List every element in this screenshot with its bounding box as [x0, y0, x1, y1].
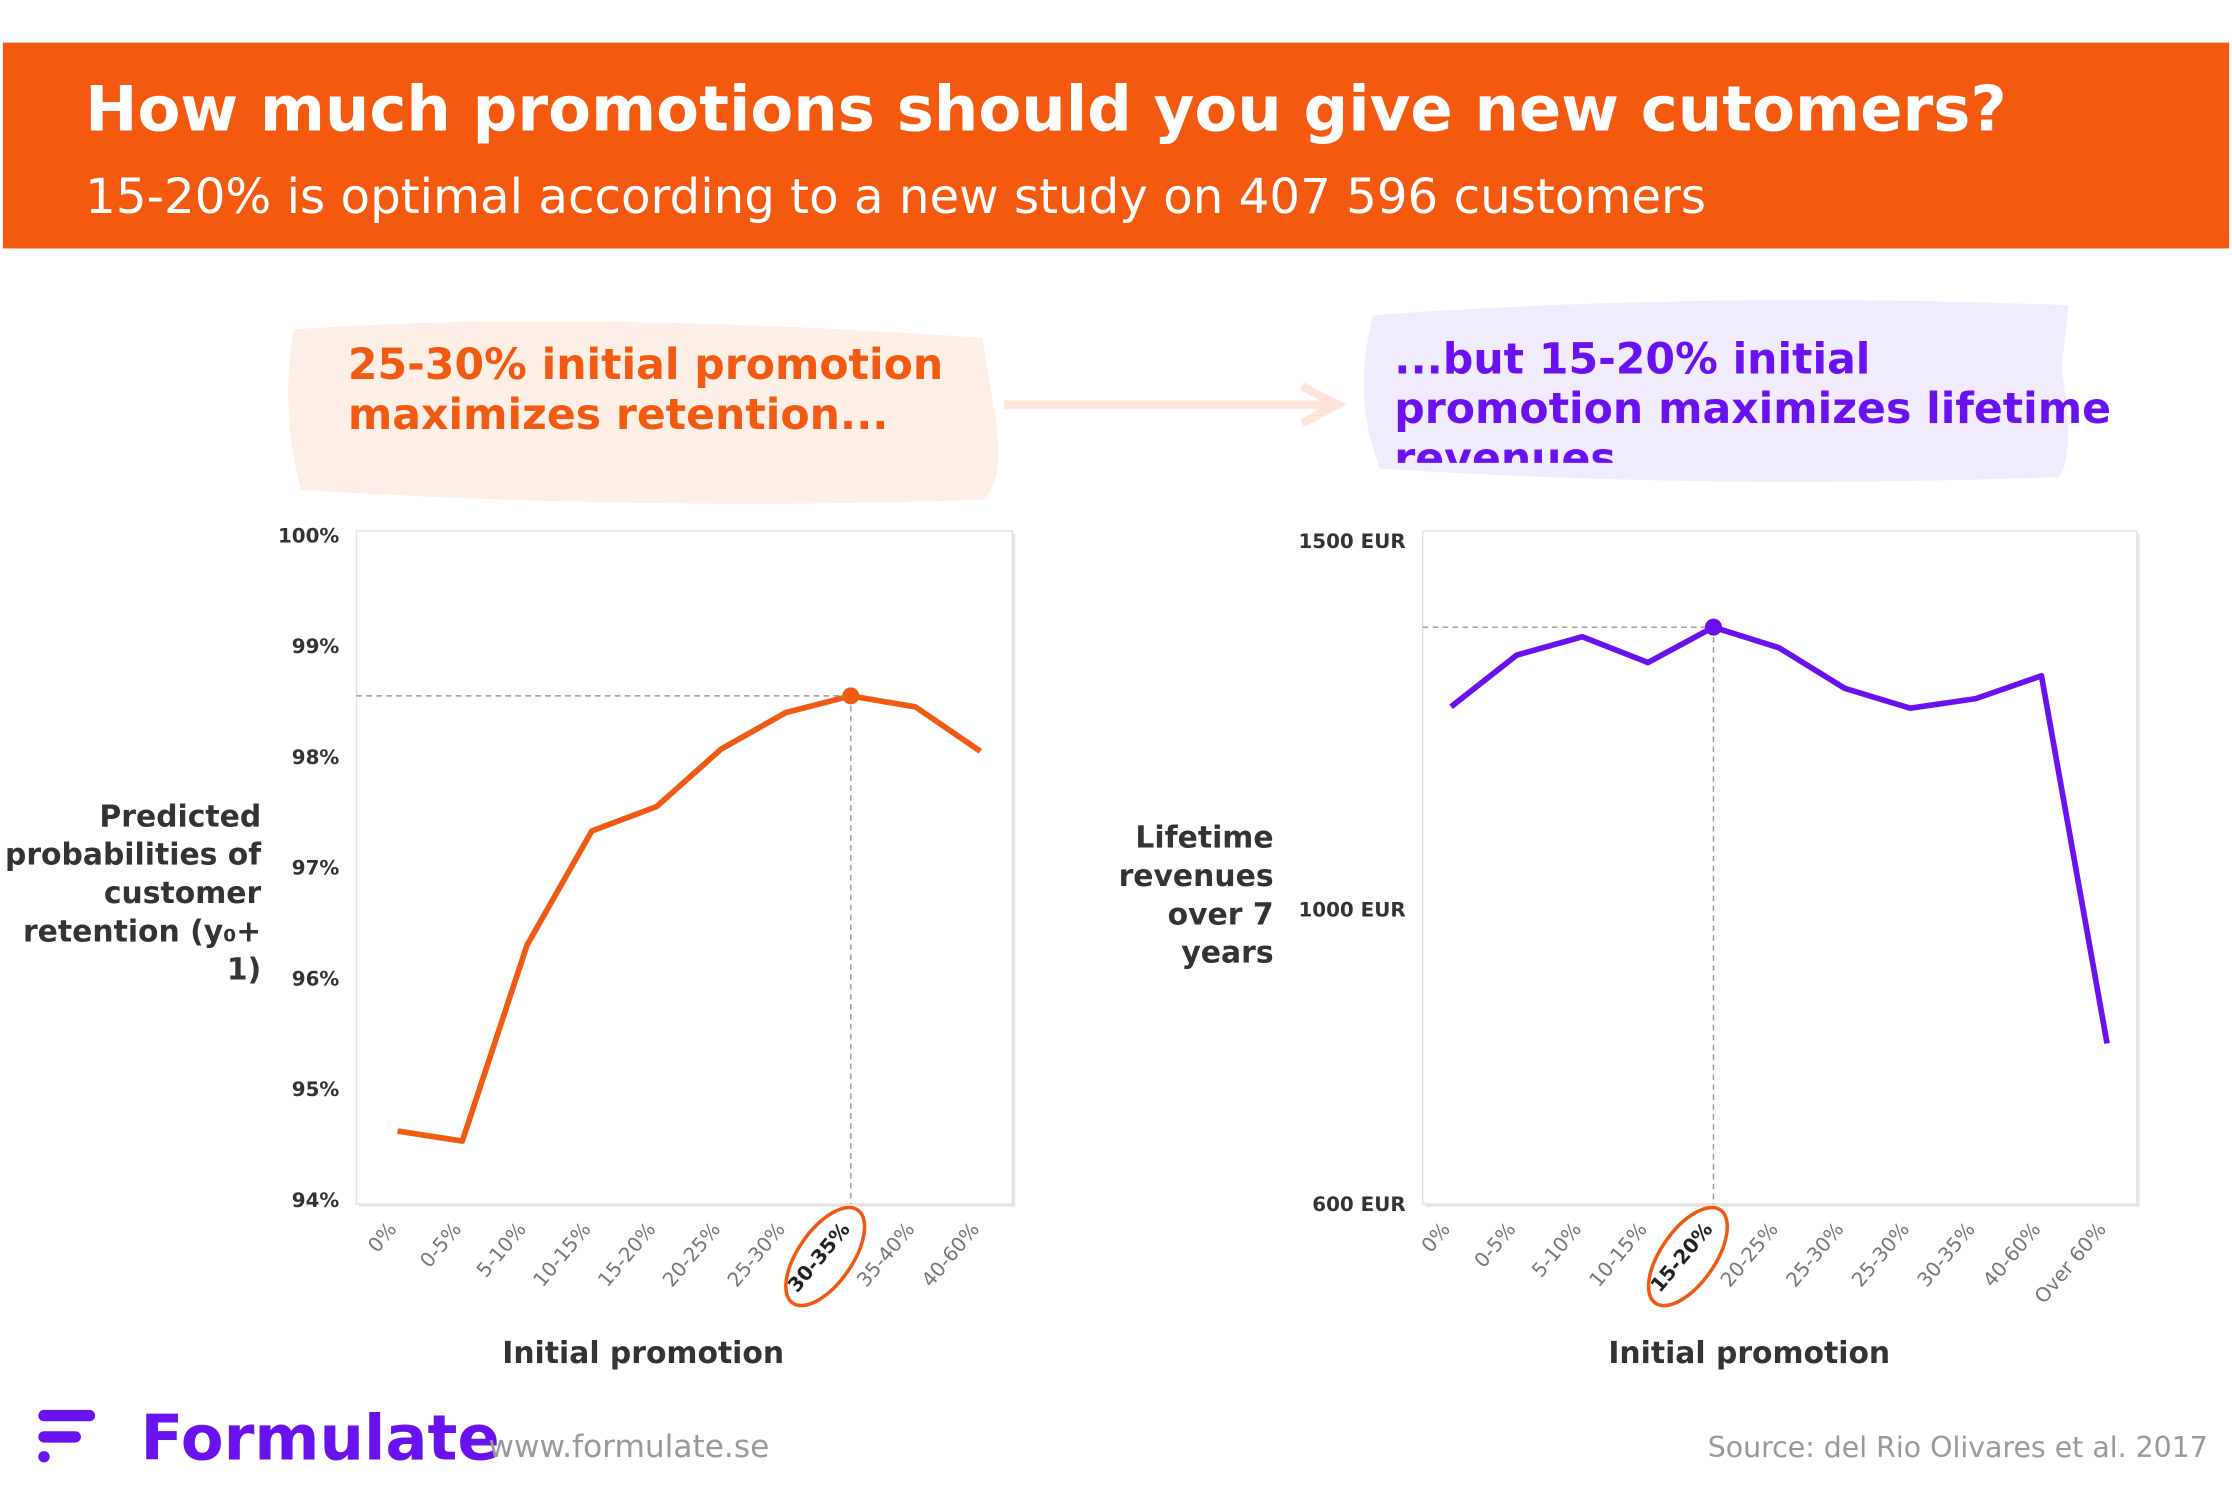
y-tick-label: 97% — [292, 857, 340, 880]
callout-brush — [1363, 300, 2069, 482]
plot-area — [355, 530, 1014, 1205]
callout-text: ...but 15-20% initial promotion maximize… — [1394, 335, 2112, 463]
source: Source: del Rio Olivares et al. 2017 — [1708, 1431, 2208, 1464]
callout-brush — [288, 321, 999, 504]
plot-area — [1421, 530, 2138, 1205]
y-tick-label: 600 EUR — [1312, 1193, 1405, 1216]
y-axis-title-box: Lifetime revenues over 7 years — [1118, 820, 1274, 970]
y-tick-label: 1500 EUR — [1298, 530, 1405, 553]
y-tick-label: 1000 EUR — [1298, 898, 1405, 921]
x-axis-title: Initial promotion — [1608, 1336, 1890, 1371]
y-tick-label: 99% — [292, 635, 340, 658]
logo-bar — [38, 1409, 96, 1422]
point — [1704, 618, 1722, 636]
logo-bar — [38, 1431, 81, 1443]
highlight-ring — [784, 1205, 867, 1308]
url: www.formulate.se — [488, 1429, 769, 1465]
line — [397, 693, 982, 1144]
logo-dot — [38, 1451, 50, 1463]
point — [842, 687, 860, 705]
x-axis-title: Initial promotion — [502, 1336, 784, 1371]
y-tick-label: 98% — [292, 746, 340, 769]
header-title: How much promotions should you give new … — [85, 73, 2007, 146]
y-tick-label: 94% — [292, 1189, 340, 1212]
brand: Formulate — [141, 1402, 500, 1475]
y-tick-label: 96% — [292, 967, 340, 990]
y-axis-title-box: Predicted probabilities of customer rete… — [4, 799, 262, 987]
y-tick-label: 95% — [292, 1078, 340, 1101]
header-band — [2, 42, 2230, 249]
y-axis-title: Predicted probabilities of customer rete… — [4, 799, 262, 987]
arrow — [1003, 382, 1347, 427]
callout: ...but 15-20% initial promotion maximize… — [1394, 335, 2112, 463]
callout-text: 25-30% initial promotion maximizes reten… — [347, 340, 944, 441]
y-axis-title: Lifetime revenues over 7 years — [1118, 820, 1274, 970]
y-tick-label: 100% — [278, 524, 339, 547]
header-subtitle: 15-20% is optimal according to a new stu… — [85, 169, 1706, 225]
highlight-ring — [1646, 1205, 1730, 1308]
line — [1449, 624, 2110, 1044]
callout: 25-30% initial promotion maximizes reten… — [347, 340, 944, 441]
